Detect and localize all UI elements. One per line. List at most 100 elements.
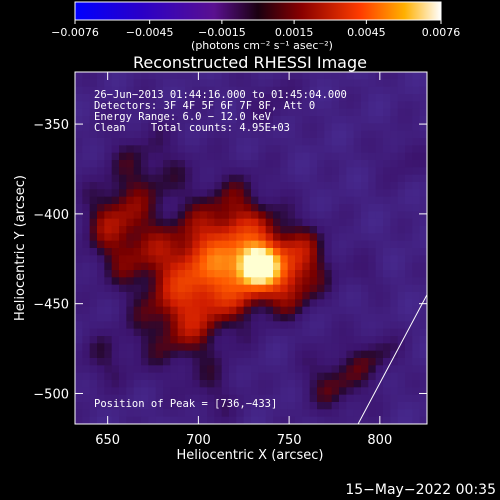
heatmap-cell (295, 182, 303, 190)
heatmap-cell (177, 116, 186, 124)
heatmap-cell (309, 402, 318, 410)
heatmap-cell (346, 292, 355, 300)
heatmap-cell (412, 167, 421, 176)
heatmap-cell (317, 123, 325, 132)
heatmap-cell (353, 196, 362, 205)
heatmap-cell (405, 86, 413, 95)
heatmap-cell (412, 72, 421, 80)
heatmap-cell (192, 218, 201, 227)
heatmap-cell (82, 372, 91, 381)
heatmap-cell (375, 152, 384, 161)
heatmap-cell (317, 86, 325, 95)
heatmap-cell (397, 409, 406, 418)
heatmap-cell (192, 152, 201, 161)
heatmap-cell (251, 86, 259, 95)
heatmap-cell (119, 174, 127, 183)
heatmap-cell (214, 262, 223, 271)
heatmap-cell (89, 292, 98, 300)
heatmap-cell (324, 160, 333, 168)
heatmap-cell (397, 204, 406, 212)
heatmap-cell (170, 372, 179, 381)
heatmap-cell (185, 248, 193, 256)
heatmap-cell (185, 255, 193, 264)
heatmap-cell (229, 138, 237, 146)
heatmap-cell (361, 182, 369, 190)
heatmap-cell (339, 240, 347, 249)
heatmap-cell (251, 101, 259, 110)
heatmap-cell (419, 248, 427, 256)
heatmap-cell (133, 79, 142, 88)
heatmap-cell (177, 314, 186, 322)
heatmap-cell (126, 79, 135, 88)
heatmap-cell (251, 328, 259, 337)
heatmap-cell (221, 394, 230, 403)
heatmap-cell (361, 145, 369, 154)
heatmap-cell (104, 152, 113, 161)
heatmap-cell (155, 108, 164, 117)
heatmap-cell (170, 233, 179, 242)
heatmap-cell (412, 314, 421, 322)
heatmap-cell (119, 387, 127, 396)
heatmap-cell (317, 387, 325, 396)
colorbar-tick-label: 0.0045 (347, 26, 386, 39)
heatmap-cell (331, 138, 340, 146)
heatmap-cell (148, 116, 157, 124)
heatmap-cell (324, 248, 333, 256)
heatmap-cell (207, 86, 215, 95)
heatmap-cell (405, 402, 413, 410)
heatmap-cell (302, 314, 311, 322)
heatmap-cell (258, 182, 267, 190)
heatmap-cell (214, 196, 223, 205)
heatmap-cell (361, 233, 369, 242)
heatmap-cell (119, 409, 127, 418)
heatmap-cell (339, 79, 347, 88)
heatmap-cell (383, 343, 391, 352)
heatmap-cell (155, 299, 164, 308)
heatmap-cell (265, 270, 274, 278)
heatmap-cell (339, 218, 347, 227)
heatmap-cell (163, 277, 171, 286)
heatmap-cell (251, 380, 259, 388)
heatmap-cell (295, 328, 303, 337)
heatmap-cell (192, 86, 201, 95)
heatmap-cell (353, 101, 362, 110)
heatmap-cell (390, 350, 399, 359)
heatmap-cell (302, 306, 311, 315)
heatmap-cell (405, 365, 413, 374)
heatmap-cell (177, 248, 186, 256)
heatmap-cell (170, 204, 179, 212)
heatmap-cell (258, 86, 267, 95)
heatmap-cell (309, 145, 318, 154)
heatmap-cell (111, 167, 120, 176)
heatmap-cell (243, 409, 252, 418)
heatmap-cell (361, 204, 369, 212)
heatmap-cell (185, 123, 193, 132)
heatmap-cell (104, 365, 113, 374)
heatmap-cell (229, 321, 237, 330)
heatmap-cell (280, 350, 289, 359)
heatmap-cell (111, 336, 120, 344)
heatmap-cell (419, 380, 427, 388)
heatmap-cell (317, 262, 325, 271)
heatmap-cell (412, 402, 421, 410)
heatmap-cell (170, 72, 179, 80)
heatmap-cell (405, 409, 413, 418)
heatmap-cell (273, 160, 281, 168)
heatmap-cell (89, 86, 98, 95)
heatmap-cell (104, 174, 113, 183)
heatmap-cell (280, 108, 289, 117)
heatmap-cell (339, 336, 347, 344)
heatmap-cell (104, 402, 113, 410)
heatmap-cell (148, 72, 157, 80)
heatmap-cell (243, 365, 252, 374)
heatmap-cell (89, 160, 98, 168)
heatmap-cell (258, 72, 267, 80)
heatmap-cell (75, 233, 83, 242)
heatmap-cell (126, 387, 135, 396)
heatmap-cell (229, 123, 237, 132)
heatmap-cell (207, 240, 215, 249)
heatmap-cell (75, 94, 83, 102)
heatmap-cell (412, 182, 421, 190)
heatmap-cell (339, 174, 347, 183)
heatmap-cell (97, 160, 105, 168)
